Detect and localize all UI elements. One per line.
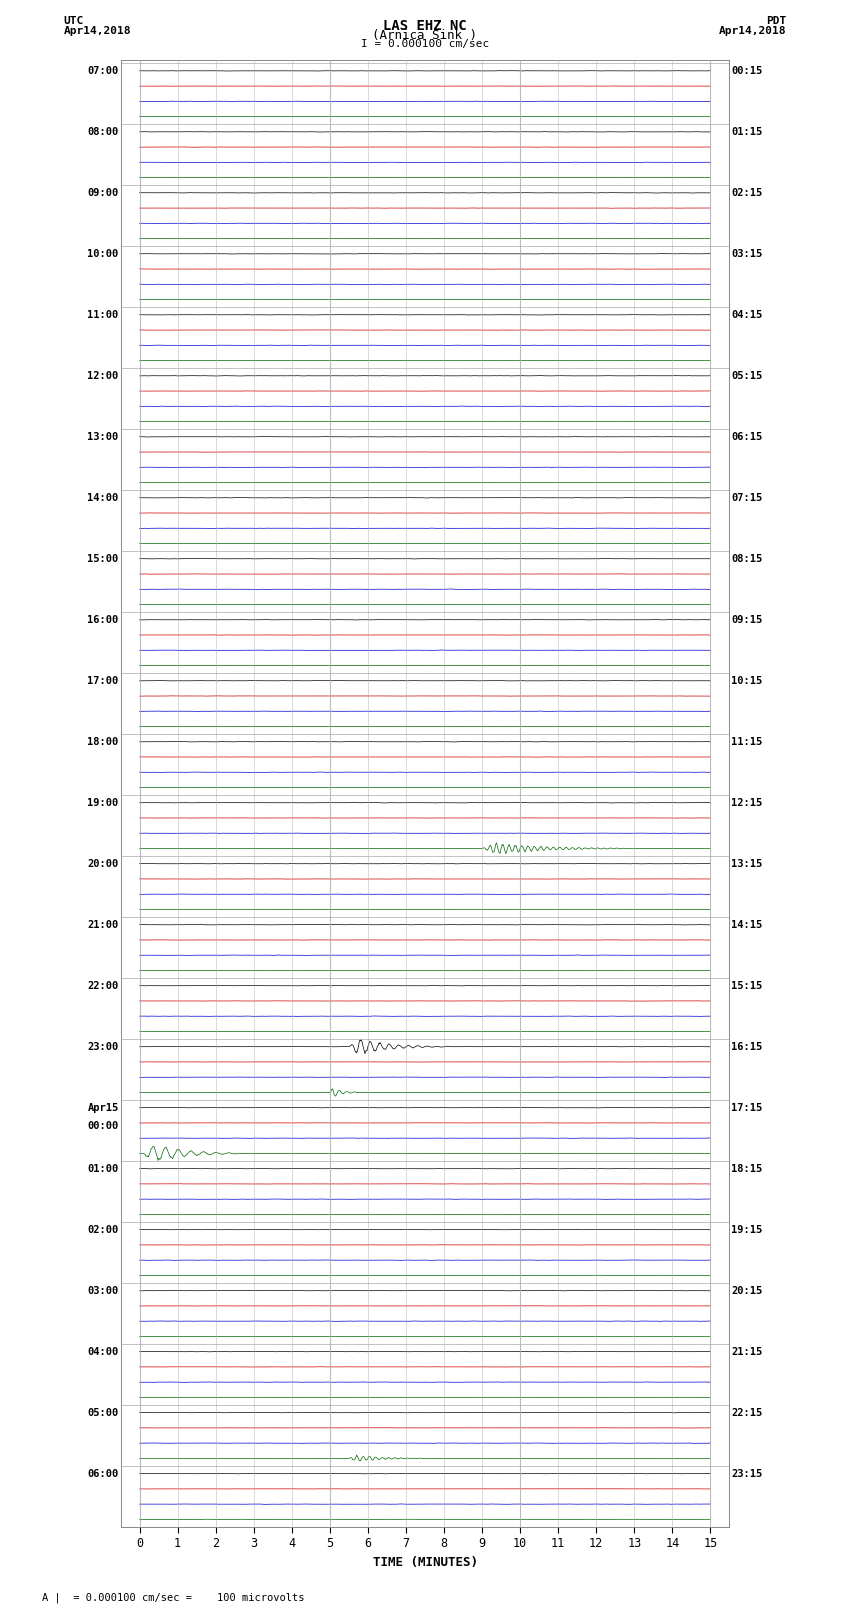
Text: 12:15: 12:15: [731, 798, 762, 808]
Text: 21:15: 21:15: [731, 1347, 762, 1357]
Text: 03:15: 03:15: [731, 250, 762, 260]
Text: 23:15: 23:15: [731, 1469, 762, 1479]
Text: 00:00: 00:00: [88, 1121, 119, 1131]
Text: A |  = 0.000100 cm/sec =    100 microvolts: A | = 0.000100 cm/sec = 100 microvolts: [42, 1592, 305, 1603]
Text: 12:00: 12:00: [88, 371, 119, 381]
Text: 07:15: 07:15: [731, 494, 762, 503]
Text: 19:00: 19:00: [88, 798, 119, 808]
Text: 11:15: 11:15: [731, 737, 762, 747]
Text: Apr15: Apr15: [88, 1103, 119, 1113]
Text: 02:00: 02:00: [88, 1226, 119, 1236]
Text: 18:00: 18:00: [88, 737, 119, 747]
Text: 11:00: 11:00: [88, 310, 119, 321]
Text: 04:15: 04:15: [731, 310, 762, 321]
Text: 13:00: 13:00: [88, 432, 119, 442]
Text: 15:15: 15:15: [731, 981, 762, 990]
Text: 14:15: 14:15: [731, 919, 762, 931]
Text: 08:15: 08:15: [731, 555, 762, 565]
Text: 01:00: 01:00: [88, 1165, 119, 1174]
Text: 07:00: 07:00: [88, 66, 119, 76]
Text: 04:00: 04:00: [88, 1347, 119, 1357]
Text: 10:15: 10:15: [731, 676, 762, 686]
Text: 06:15: 06:15: [731, 432, 762, 442]
Text: 05:00: 05:00: [88, 1408, 119, 1418]
Text: UTC: UTC: [64, 16, 84, 26]
Text: Apr14,2018: Apr14,2018: [64, 26, 131, 35]
Text: 05:15: 05:15: [731, 371, 762, 381]
Text: 08:00: 08:00: [88, 127, 119, 137]
Text: 02:15: 02:15: [731, 189, 762, 198]
Text: 03:00: 03:00: [88, 1286, 119, 1297]
Text: 17:15: 17:15: [731, 1103, 762, 1113]
Text: 10:00: 10:00: [88, 250, 119, 260]
Text: LAS EHZ NC: LAS EHZ NC: [383, 19, 467, 34]
Text: 22:15: 22:15: [731, 1408, 762, 1418]
Text: 21:00: 21:00: [88, 919, 119, 931]
Text: 06:00: 06:00: [88, 1469, 119, 1479]
Text: 20:15: 20:15: [731, 1286, 762, 1297]
Text: 09:15: 09:15: [731, 615, 762, 626]
Text: 20:00: 20:00: [88, 860, 119, 869]
X-axis label: TIME (MINUTES): TIME (MINUTES): [372, 1557, 478, 1569]
Text: 13:15: 13:15: [731, 860, 762, 869]
Text: Apr14,2018: Apr14,2018: [719, 26, 786, 35]
Text: 17:00: 17:00: [88, 676, 119, 686]
Text: 09:00: 09:00: [88, 189, 119, 198]
Text: 18:15: 18:15: [731, 1165, 762, 1174]
Text: (Arnica Sink ): (Arnica Sink ): [372, 29, 478, 42]
Text: 15:00: 15:00: [88, 555, 119, 565]
Text: 00:15: 00:15: [731, 66, 762, 76]
Text: 22:00: 22:00: [88, 981, 119, 990]
Text: 16:15: 16:15: [731, 1042, 762, 1052]
Text: I = 0.000100 cm/sec: I = 0.000100 cm/sec: [361, 39, 489, 48]
Text: 23:00: 23:00: [88, 1042, 119, 1052]
Text: 14:00: 14:00: [88, 494, 119, 503]
Text: 16:00: 16:00: [88, 615, 119, 626]
Text: 01:15: 01:15: [731, 127, 762, 137]
Text: 19:15: 19:15: [731, 1226, 762, 1236]
Text: PDT: PDT: [766, 16, 786, 26]
